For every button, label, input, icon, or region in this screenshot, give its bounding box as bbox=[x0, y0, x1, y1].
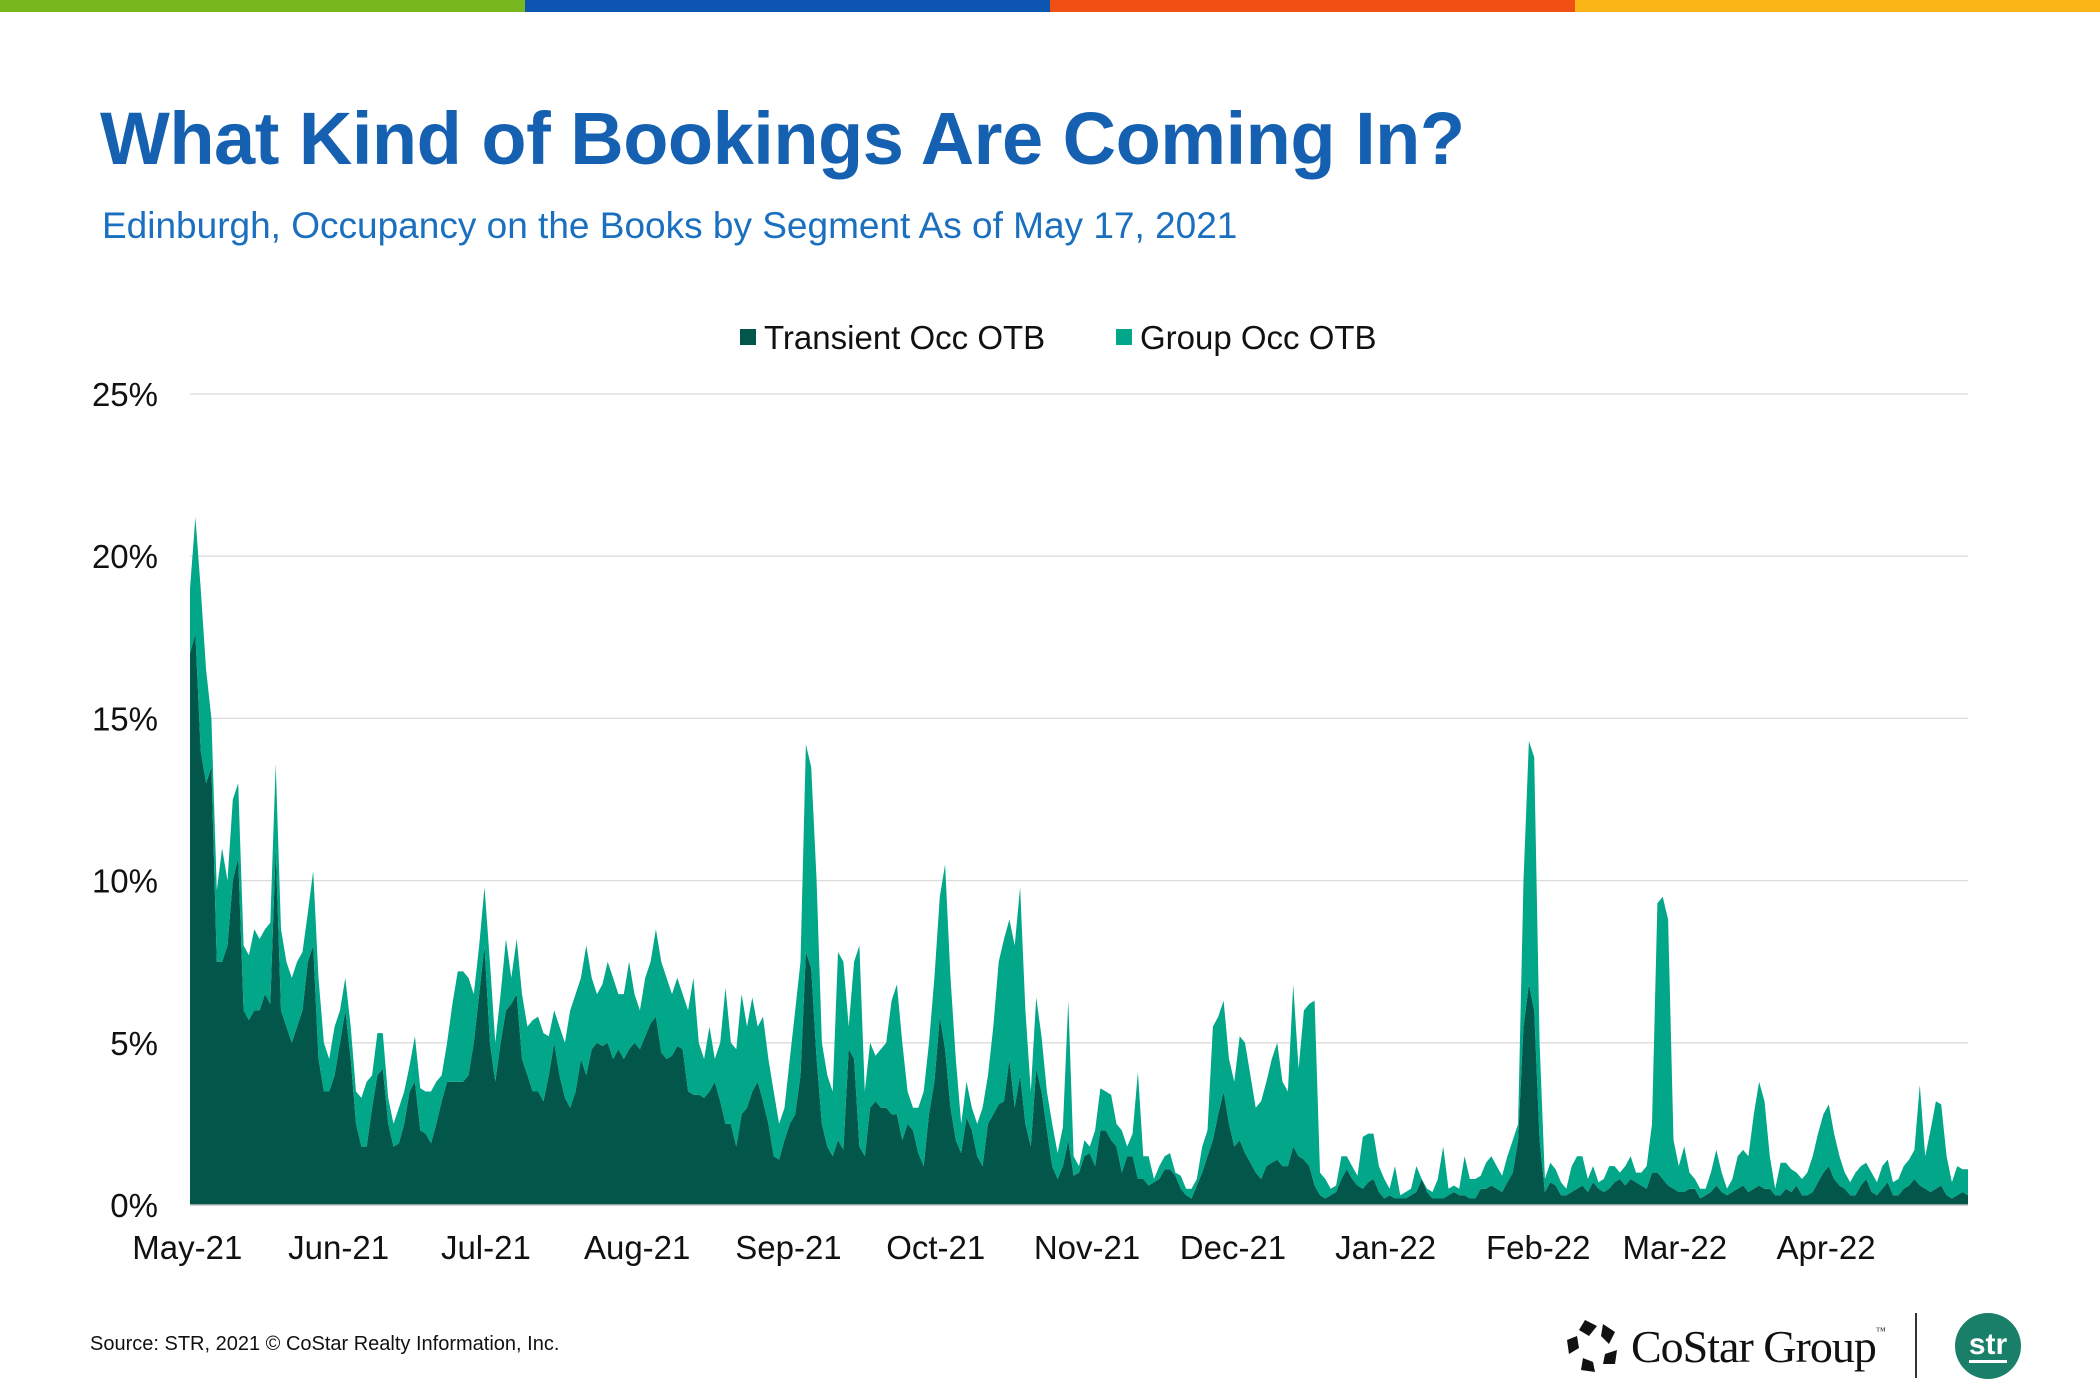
costar-star-icon bbox=[1567, 1320, 1617, 1372]
area-transient bbox=[190, 634, 1968, 1205]
x-tick-label: May-21 bbox=[132, 1229, 242, 1266]
x-tick-label: Jul-21 bbox=[441, 1229, 531, 1266]
x-tick-label: Dec-21 bbox=[1180, 1229, 1286, 1266]
area-group bbox=[190, 517, 1968, 1199]
logo-divider bbox=[1915, 1313, 1917, 1378]
chart-areas bbox=[190, 517, 1968, 1205]
x-tick-label: Nov-21 bbox=[1034, 1229, 1140, 1266]
x-axis-ticks: May-21 Jun-21 Jul-21 Aug-21 Sep-21 Oct-21 Nov-… bbox=[132, 1229, 1875, 1266]
top-bar-blue bbox=[525, 0, 1050, 12]
x-tick-label: Apr-22 bbox=[1777, 1229, 1876, 1266]
y-tick-label: 5% bbox=[110, 1025, 158, 1062]
y-tick-label: 0% bbox=[110, 1187, 158, 1224]
top-bar-green bbox=[0, 0, 525, 12]
x-tick-label: Mar-22 bbox=[1623, 1229, 1728, 1266]
str-logo-text: str bbox=[1968, 1327, 2008, 1363]
x-tick-label: Jun-21 bbox=[288, 1229, 389, 1266]
costar-name: CoStar Group bbox=[1631, 1320, 1877, 1372]
x-tick-label: Jan-22 bbox=[1335, 1229, 1436, 1266]
legend-swatch-group bbox=[1116, 329, 1132, 345]
y-tick-label: 20% bbox=[92, 538, 158, 575]
costar-logo-text: CoStar Group™ bbox=[1631, 1320, 1886, 1373]
x-tick-label: Feb-22 bbox=[1486, 1229, 1591, 1266]
x-tick-label: Oct-21 bbox=[886, 1229, 985, 1266]
x-tick-label: Sep-21 bbox=[735, 1229, 841, 1266]
costar-logo: CoStar Group™ bbox=[1565, 1318, 1886, 1374]
y-tick-label: 25% bbox=[92, 376, 158, 413]
y-tick-label: 15% bbox=[92, 700, 158, 737]
gridlines bbox=[190, 393, 1968, 1044]
top-bar-orange bbox=[1050, 0, 1575, 12]
top-bar-yellow bbox=[1575, 0, 2100, 12]
legend-label-transient: Transient Occ OTB bbox=[764, 319, 1045, 356]
source-note: Source: STR, 2021 © CoStar Realty Inform… bbox=[90, 1333, 560, 1355]
page-title: What Kind of Bookings Are Coming In? bbox=[100, 97, 1465, 180]
y-axis-ticks: 0% 5% 10% 15% 20% 25% bbox=[92, 376, 158, 1224]
legend-swatch-transient bbox=[740, 329, 756, 345]
legend: Transient Occ OTB Group Occ OTB bbox=[740, 319, 1377, 356]
legend-label-group: Group Occ OTB bbox=[1140, 319, 1377, 356]
x-tick-label: Aug-21 bbox=[584, 1229, 690, 1266]
str-logo: str bbox=[1955, 1313, 2021, 1379]
y-tick-label: 10% bbox=[92, 863, 158, 900]
trademark: ™ bbox=[1875, 1325, 1886, 1337]
stacked-area-chart: 0% 5% 10% 15% 20% 25% May-21 Jun-21 Jul-21 Aug-2… bbox=[92, 319, 1968, 1266]
page-subtitle: Edinburgh, Occupancy on the Books by Seg… bbox=[102, 205, 1238, 246]
